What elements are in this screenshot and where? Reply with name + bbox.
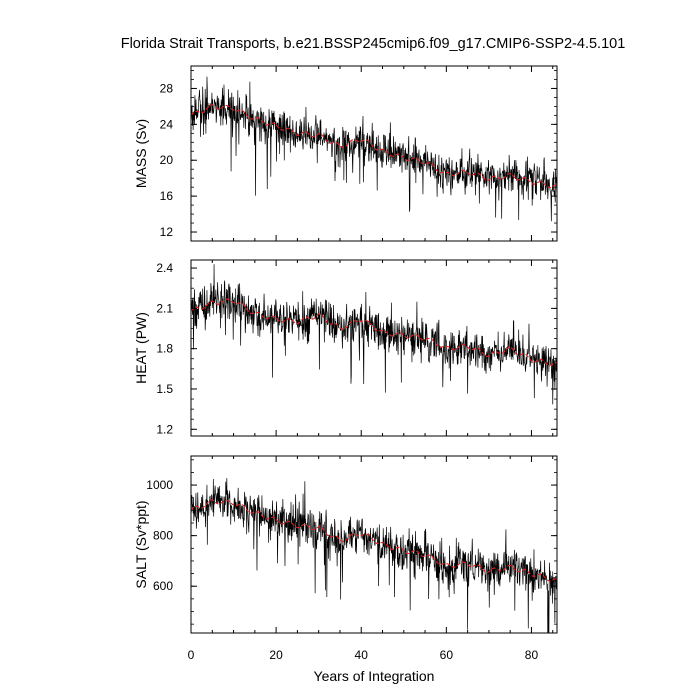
monthly-series-heat — [191, 264, 557, 405]
panel-mass: 12 16 20 24 28 MASS (Sv) — [133, 65, 558, 242]
y-tick-label: 800 — [153, 529, 173, 543]
monthly-series-mass — [191, 76, 557, 222]
plot-frame-salt — [190, 455, 558, 634]
y-tick-label: 600 — [153, 579, 173, 593]
y-tick-label: 1.2 — [156, 422, 173, 436]
figure-title: Florida Strait Transports, b.e21.BSSP245… — [121, 36, 626, 52]
y-tick-label: 2.1 — [156, 301, 173, 315]
y-tick-label: 16 — [160, 189, 174, 203]
x-tick-label: 80 — [525, 648, 539, 662]
y-axis-label-salt: SALT (Sv*ppt) — [133, 500, 149, 588]
plot-frame-mass — [190, 65, 558, 242]
y-tick-label: 1000 — [146, 478, 173, 492]
x-tick-label: 40 — [355, 648, 369, 662]
plot-frame-heat — [190, 259, 558, 437]
y-axis-label-mass: MASS (Sv) — [133, 119, 149, 188]
x-tick-label: 60 — [440, 648, 454, 662]
y-tick-label: 2.4 — [156, 261, 173, 275]
y-axis-label-heat: HEAT (PW) — [133, 312, 149, 384]
panel-heat: 1.2 1.5 1.8 2.1 2.4 HEAT (PW) — [133, 259, 558, 437]
y-tick-label: 28 — [160, 81, 174, 95]
x-tick-label: 0 — [188, 648, 195, 662]
smoothed-series-heat — [191, 298, 557, 366]
x-tick-label: 20 — [269, 648, 283, 662]
x-axis: Years of Integration 0 20 40 60 80 — [188, 648, 539, 684]
panels: 12 16 20 24 28 MASS (Sv) 1.2 1.5 1.8 2.1 2.4 HEAT (… — [133, 65, 558, 634]
y-tick-label: 12 — [160, 225, 174, 239]
smoothed-series-salt — [191, 499, 557, 582]
y-tick-label: 1.8 — [156, 342, 173, 356]
x-axis-label: Years of Integration — [314, 668, 435, 684]
smoothed-series-mass — [191, 104, 557, 189]
y-tick-label: 20 — [160, 153, 174, 167]
y-tick-label: 1.5 — [156, 382, 173, 396]
panel-salt: 600 800 1000 SALT (Sv*ppt) — [133, 455, 558, 634]
y-tick-label: 24 — [160, 117, 174, 131]
monthly-series-salt — [191, 478, 557, 633]
